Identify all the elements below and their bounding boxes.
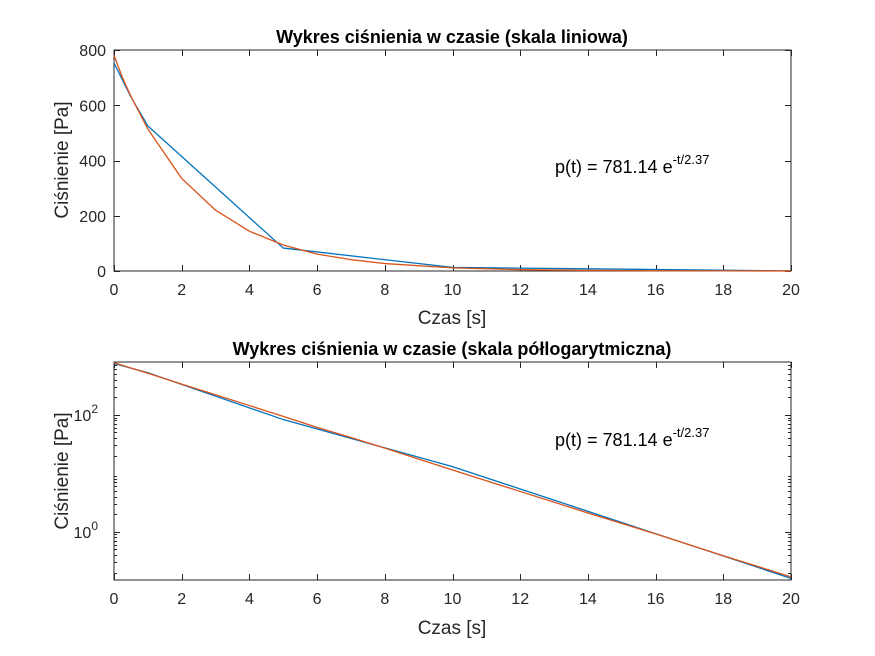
y-tick-label: 400 — [79, 154, 106, 171]
x-tick-label: 2 — [177, 282, 186, 299]
semilog-chart-annotation-exponent: -t/2.37 — [673, 425, 710, 440]
semilog-chart-y-label: Ciśnienie [Pa] — [52, 412, 73, 529]
x-tick-label: 14 — [579, 282, 597, 299]
linear-chart-series — [113, 54, 792, 272]
linear-chart-x-label: Czas [s] — [418, 308, 487, 329]
y-tick-label: 600 — [79, 98, 106, 115]
x-tick-label: 16 — [647, 282, 665, 299]
x-tick-label: 6 — [313, 591, 322, 608]
semilog-chart-x-label: Czas [s] — [418, 618, 487, 639]
semilog-chart: 0 2 4 6 8 10 12 14 16 18 20 100 102 Wykres ciśnienia… — [52, 339, 800, 639]
linear-chart-annotation-exponent: -t/2.37 — [673, 152, 710, 167]
semilog-chart-annotation-base: p(t) = 781.14 e — [555, 430, 673, 450]
x-tick-label: 2 — [177, 591, 186, 608]
semilog-chart-title: Wykres ciśnienia w czasie (skala półloga… — [233, 339, 672, 359]
x-tick-label: 18 — [714, 591, 732, 608]
x-tick-label: 0 — [110, 282, 119, 299]
linear-chart-annotation-base: p(t) = 781.14 e — [555, 157, 673, 177]
y-tick-label: 0 — [97, 264, 106, 281]
semilog-chart-annotation: p(t) = 781.14 e-t/2.37 — [555, 425, 709, 450]
x-tick-label: 16 — [647, 591, 665, 608]
x-tick-label: 10 — [444, 282, 462, 299]
semilog-chart-series — [113, 361, 792, 579]
fitted-series-line — [113, 54, 792, 272]
x-tick-label: 0 — [110, 591, 119, 608]
x-tick-label: 18 — [714, 282, 732, 299]
y-tick-label: 200 — [79, 209, 106, 226]
x-tick-label: 20 — [782, 591, 800, 608]
y-tick-label: 102 — [74, 402, 99, 425]
x-tick-label: 4 — [245, 282, 254, 299]
linear-chart-axes — [113, 49, 792, 272]
linear-chart-y-label: Ciśnienie [Pa] — [52, 101, 73, 218]
linear-chart-annotation: p(t) = 781.14 e-t/2.37 — [555, 152, 709, 177]
x-tick-label: 12 — [511, 591, 529, 608]
semilog-chart-ticks: 0 2 4 6 8 10 12 14 16 18 20 100 102 — [74, 362, 800, 608]
fitted-series-line — [113, 361, 792, 578]
linear-chart-title: Wykres ciśnienia w czasie (skala liniowa… — [276, 27, 628, 47]
x-tick-label: 8 — [380, 591, 389, 608]
x-tick-label: 4 — [245, 591, 254, 608]
x-tick-label: 14 — [579, 591, 597, 608]
y-tick-label: 100 — [74, 519, 99, 542]
x-tick-label: 20 — [782, 282, 800, 299]
x-tick-label: 6 — [313, 282, 322, 299]
x-tick-label: 12 — [511, 282, 529, 299]
y-tick-label: 800 — [79, 43, 106, 60]
x-tick-label: 10 — [444, 591, 462, 608]
x-tick-label: 8 — [380, 282, 389, 299]
